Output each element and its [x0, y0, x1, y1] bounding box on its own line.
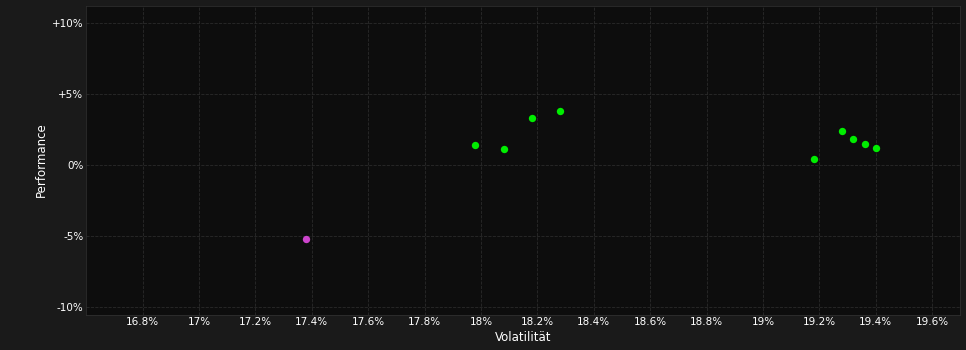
- Point: [845, 136, 861, 142]
- Point: [496, 147, 511, 152]
- X-axis label: Volatilität: Volatilität: [495, 331, 552, 344]
- Point: [524, 115, 539, 121]
- Point: [857, 141, 872, 146]
- Point: [468, 142, 483, 148]
- Point: [298, 236, 314, 242]
- Point: [553, 108, 568, 114]
- Y-axis label: Performance: Performance: [35, 122, 47, 197]
- Point: [868, 145, 884, 151]
- Point: [835, 128, 850, 134]
- Point: [806, 156, 821, 162]
